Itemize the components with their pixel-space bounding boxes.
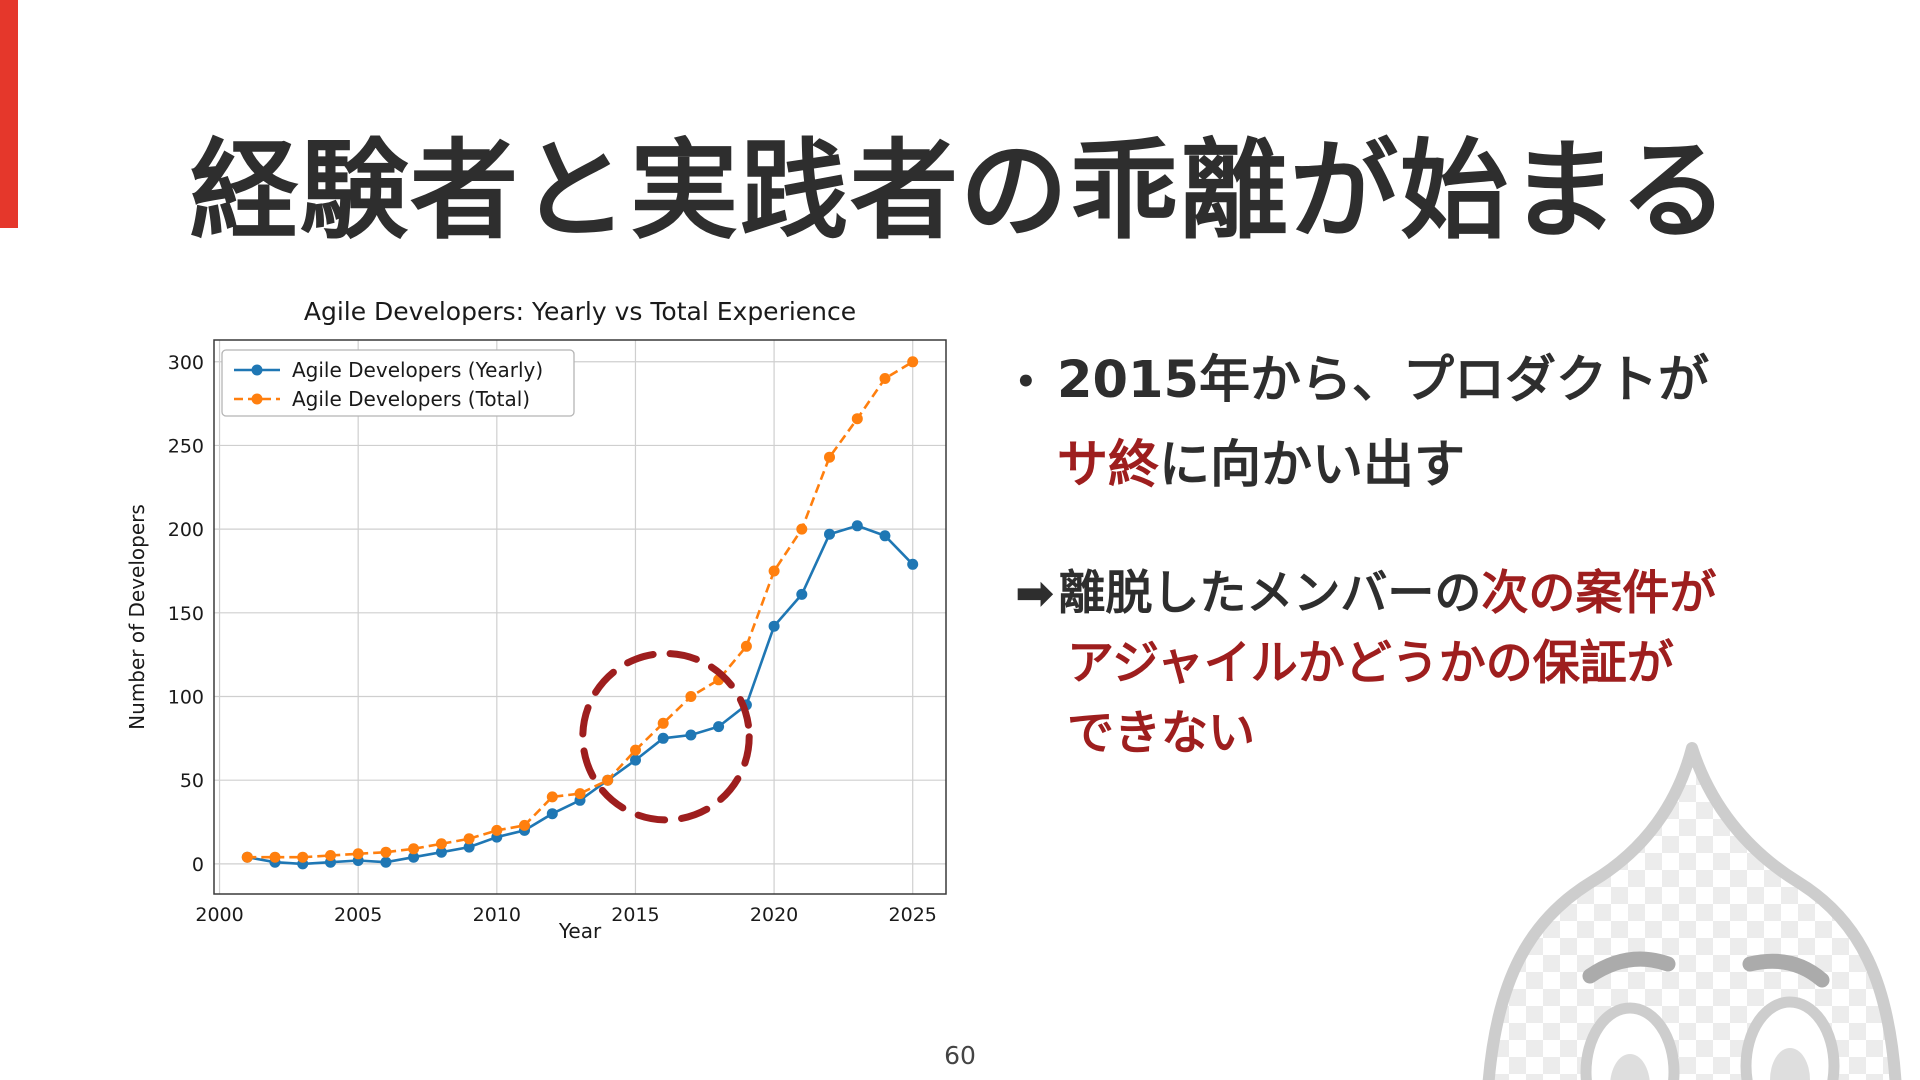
svg-text:0: 0: [192, 854, 204, 876]
svg-text:2015: 2015: [611, 904, 659, 926]
bullet-line-2: サ終に向かい出す: [1015, 435, 1915, 496]
svg-text:2000: 2000: [195, 904, 243, 926]
svg-text:2025: 2025: [889, 904, 937, 926]
svg-text:50: 50: [180, 770, 204, 792]
svg-text:2020: 2020: [750, 904, 798, 926]
bullet-line-2-red-text: サ終: [1057, 435, 1160, 495]
left-accent-bar: [0, 0, 18, 228]
page-title: 経験者と実践者の乖離が始まる: [189, 129, 1730, 255]
svg-text:100: 100: [168, 687, 204, 709]
page-number: 60: [944, 1041, 976, 1070]
svg-text:Year: Year: [558, 919, 602, 943]
svg-text:Agile Developers: Yearly vs To: Agile Developers: Yearly vs Total Experi…: [304, 297, 856, 326]
bullet-icon: •: [1015, 362, 1037, 403]
svg-text:Agile Developers (Yearly): Agile Developers (Yearly): [292, 358, 543, 382]
mascot-eye-left: [1580, 1002, 1680, 1080]
chart-canvas: 2000 2005 2010 2015 2020 2025 0 50 100 150 200 250 3…: [125, 297, 947, 943]
arrow-paragraph: ➡離脱したメンバーの次の案件が アジャイルかどうかの保証が できない: [1015, 559, 1915, 769]
mascot-eyebrow-left: [1582, 951, 1676, 984]
bullet-line-2-text: に向かい出す: [1159, 435, 1466, 495]
arrow-line-1-black: 離脱したメンバーの: [1058, 566, 1482, 622]
arrow-icon: ➡: [1015, 566, 1055, 622]
svg-text:150: 150: [168, 603, 204, 625]
arrow-line-3: できない: [1067, 706, 1255, 762]
svg-text:200: 200: [168, 519, 204, 541]
svg-text:2010: 2010: [473, 904, 521, 926]
bullet-line-1-text: 2015年から、プロダクトが: [1057, 351, 1709, 410]
svg-text:300: 300: [168, 352, 204, 374]
mascot-watermark: [1482, 742, 1902, 1080]
mascot-head: [1482, 742, 1902, 1080]
arrow-line-2: アジャイルかどうかの保証が: [1067, 636, 1674, 692]
mascot-eyebrow-right: [1742, 953, 1830, 988]
mascot-eye-right: [1740, 996, 1840, 1080]
arrow-line-1-red: 次の案件が: [1481, 566, 1717, 622]
svg-text:Number of Developers: Number of Developers: [125, 504, 149, 730]
arrow-line-1: ➡離脱したメンバーの次の案件が: [1015, 559, 1915, 629]
svg-text:2005: 2005: [334, 904, 382, 926]
svg-text:Agile Developers (Total): Agile Developers (Total): [292, 387, 530, 411]
experience-chart: 2000 2005 2010 2015 2020 2025 0 50 100 150 200 250 3…: [120, 292, 980, 952]
bullet-line-1: • 2015年から、プロダクトが: [1015, 351, 1915, 411]
svg-text:250: 250: [168, 435, 204, 457]
notes-panel: • 2015年から、プロダクトが サ終に向かい出す ➡離脱したメンバーの次の案件が…: [1015, 351, 1915, 769]
mascot-pupil-left: [1610, 1054, 1650, 1080]
mascot-pupil-right: [1770, 1048, 1810, 1080]
